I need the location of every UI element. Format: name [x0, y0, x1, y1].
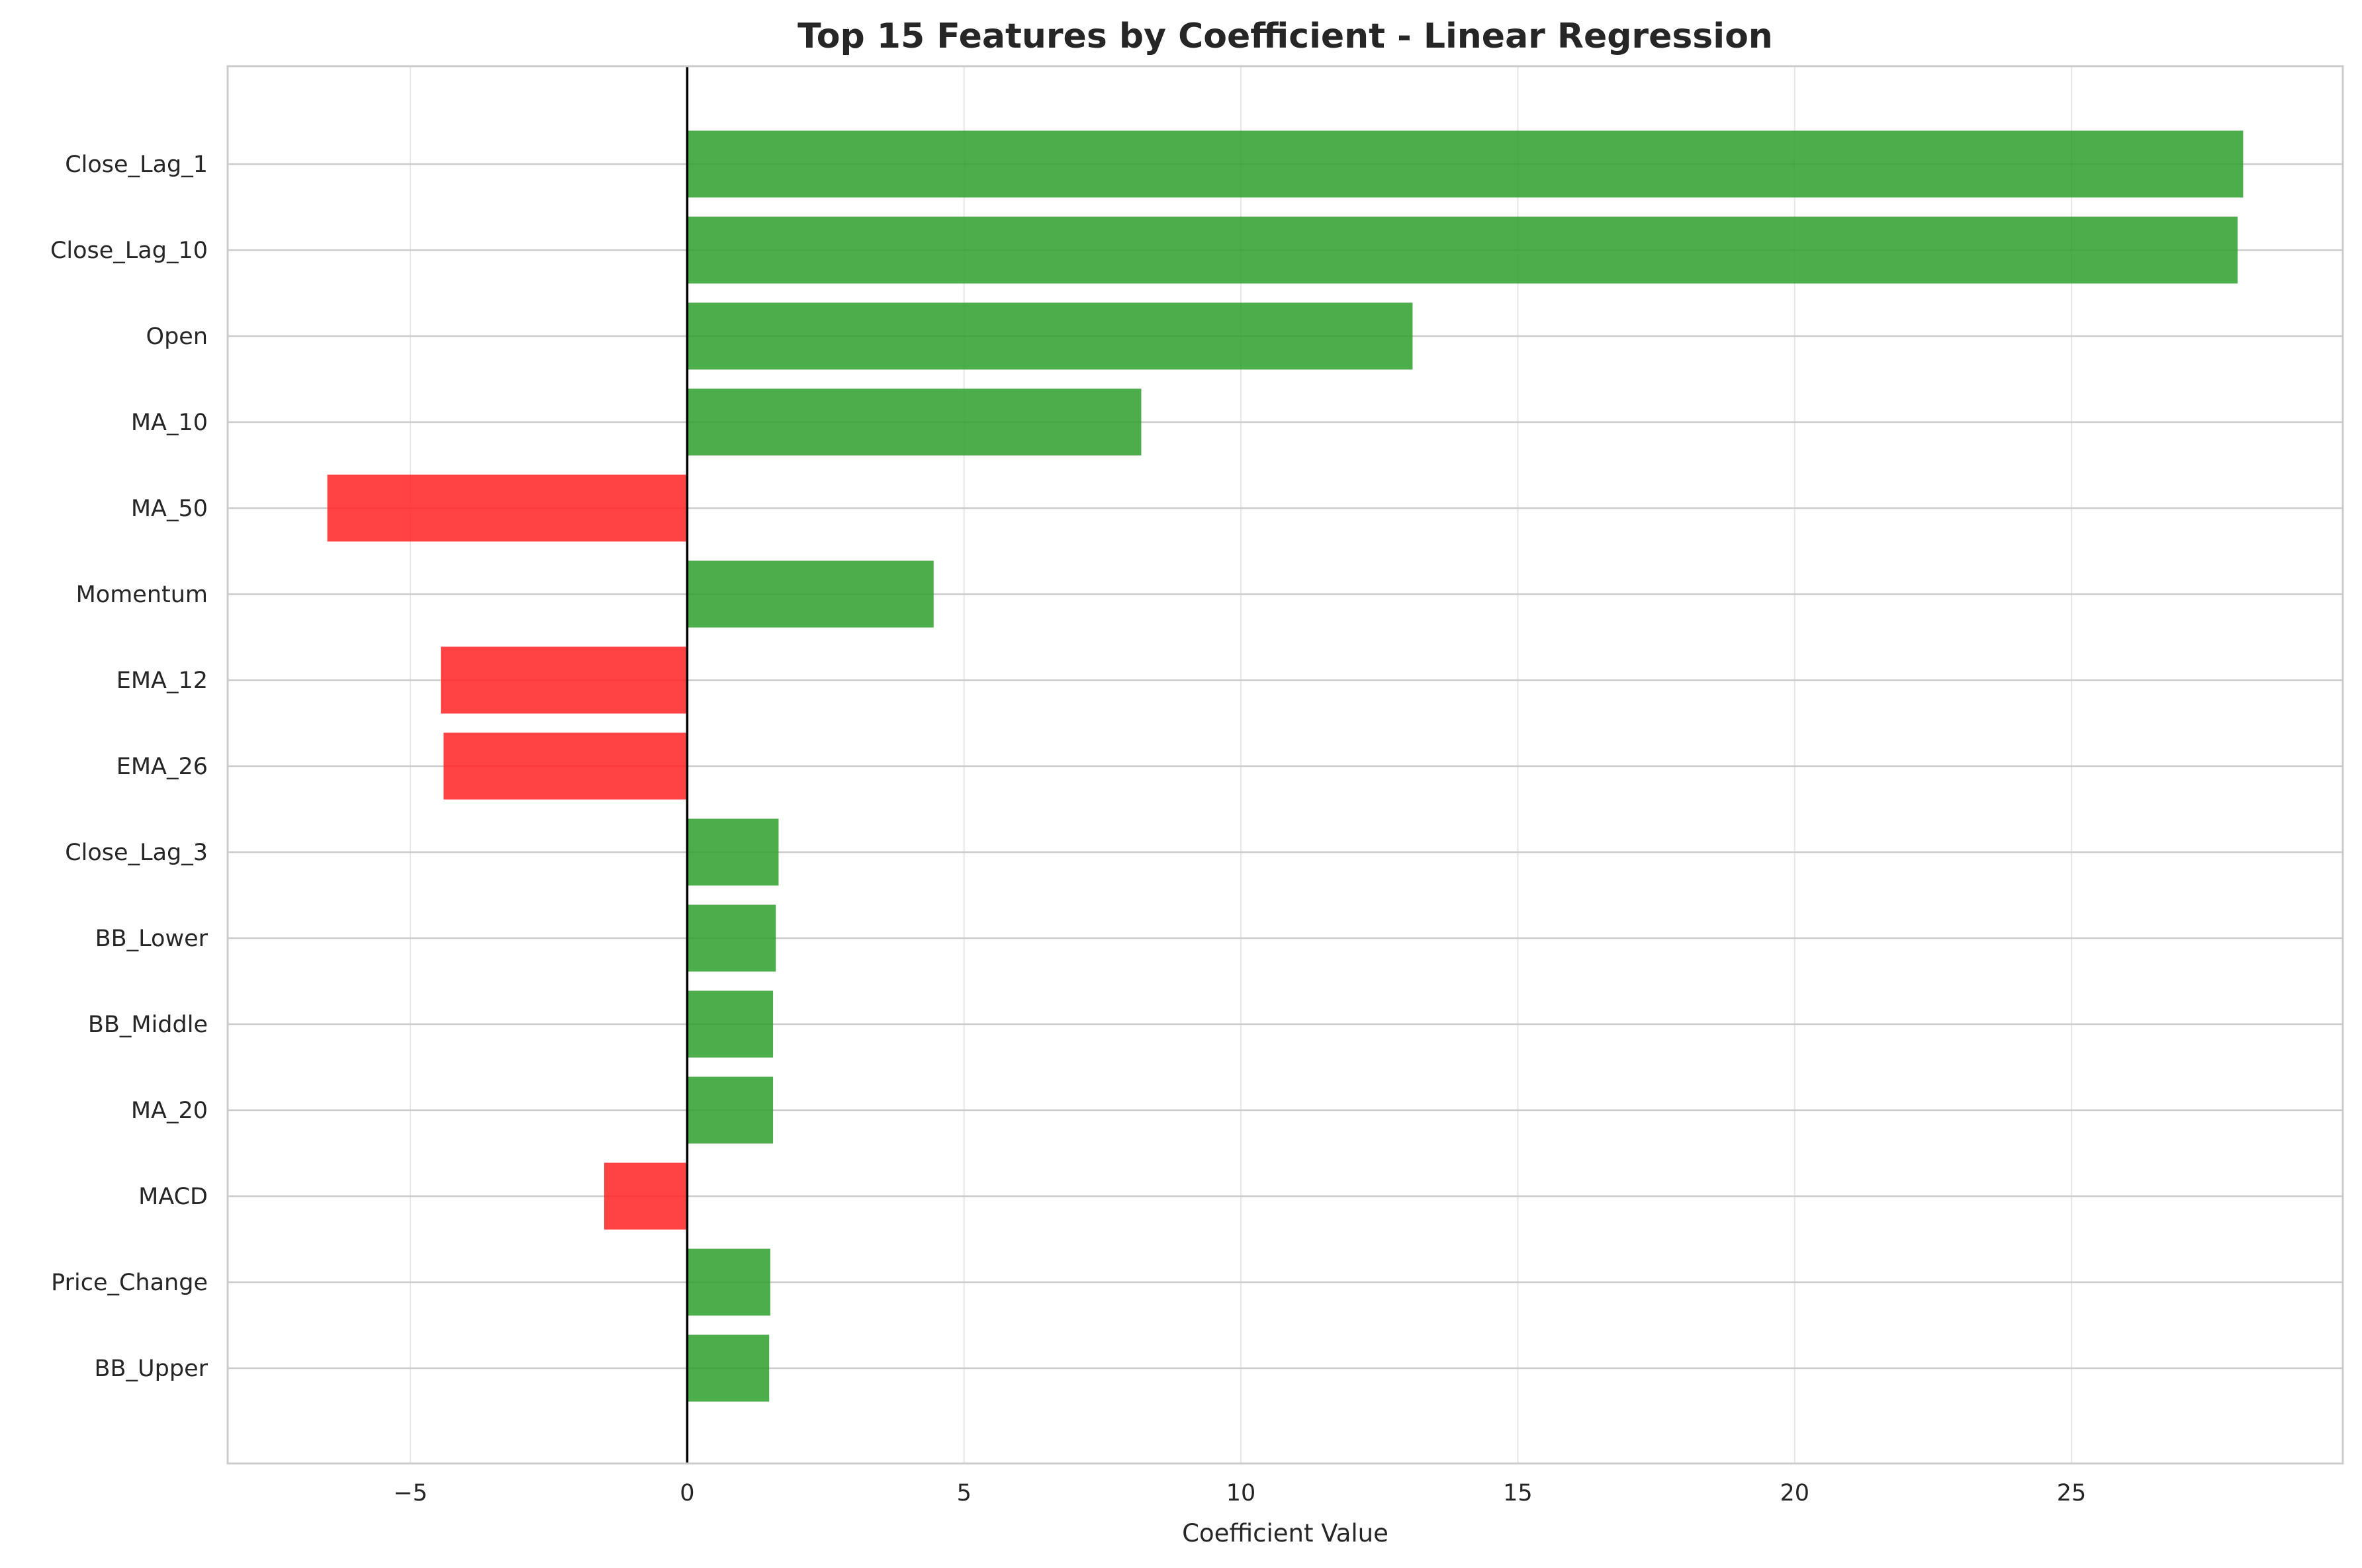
bar-ema-12	[441, 646, 688, 714]
y-tick-label: MACD	[138, 1184, 208, 1210]
bar-bb-lower	[687, 904, 776, 972]
y-tick-label: Price_Change	[51, 1270, 208, 1296]
bar-close-lag-1	[687, 130, 2244, 198]
bars-layer	[327, 130, 2244, 1402]
bar-ma-50	[327, 474, 688, 542]
y-tick-label: Open	[146, 324, 208, 350]
x-tick-label: −5	[393, 1480, 428, 1506]
bar-ma-10	[687, 388, 1142, 456]
y-tick-label: EMA_12	[116, 668, 208, 694]
y-tick-label: BB_Lower	[95, 926, 208, 952]
x-axis-label: Coefficient Value	[1182, 1519, 1388, 1547]
x-tick-label: 15	[1503, 1480, 1533, 1506]
chart-title: Top 15 Features by Coefficient - Linear …	[797, 17, 1773, 56]
bar-price-change	[687, 1248, 770, 1316]
x-tick-label: 20	[1780, 1480, 1809, 1506]
bar-ema-26	[443, 732, 688, 800]
y-tick-label: Close_Lag_1	[65, 152, 208, 178]
x-tick-label: 25	[2057, 1480, 2087, 1506]
y-tick-label: BB_Upper	[95, 1356, 208, 1382]
bar-open	[687, 302, 1413, 370]
y-tick-label: MA_10	[131, 410, 208, 436]
bar-momentum	[687, 560, 934, 628]
y-tick-label: MA_20	[131, 1098, 208, 1124]
x-tick-label: 0	[680, 1480, 694, 1506]
ticks-layer: −5 0 5 10 15 20 25 Close_Lag_1 Close_Lag_10 Open M…	[50, 152, 2086, 1506]
y-tick-label: BB_Middle	[88, 1012, 208, 1038]
x-tick-label: 10	[1226, 1480, 1256, 1506]
bar-macd	[604, 1162, 688, 1230]
bar-close-lag-10	[687, 216, 2238, 284]
bar-bb-upper	[687, 1334, 770, 1402]
bar-bb-middle	[687, 990, 774, 1058]
x-tick-label: 5	[957, 1480, 972, 1506]
y-tick-label: MA_50	[131, 496, 208, 522]
plot-frame	[226, 65, 2344, 1465]
bar-ma-20	[687, 1076, 774, 1144]
y-tick-label: EMA_26	[116, 754, 208, 780]
y-tick-label: Close_Lag_3	[65, 840, 208, 866]
y-tick-label: Momentum	[76, 582, 208, 608]
y-tick-label: Close_Lag_10	[50, 238, 208, 264]
bar-close-lag-3	[687, 818, 779, 886]
